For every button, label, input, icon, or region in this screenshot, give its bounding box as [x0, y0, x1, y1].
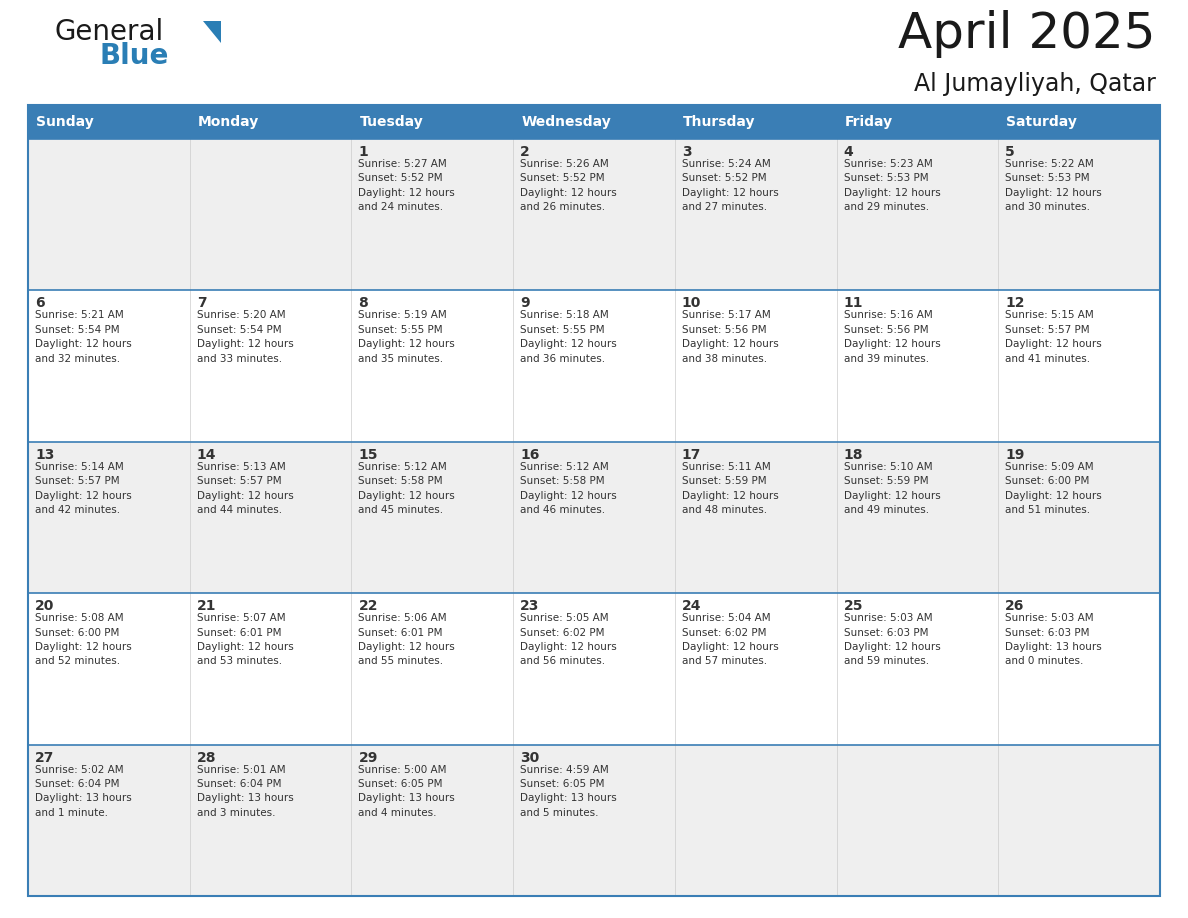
Text: Sunrise: 5:00 AM
Sunset: 6:05 PM
Daylight: 13 hours
and 4 minutes.: Sunrise: 5:00 AM Sunset: 6:05 PM Dayligh… [359, 765, 455, 818]
Text: 5: 5 [1005, 145, 1015, 159]
Text: 30: 30 [520, 751, 539, 765]
Text: 24: 24 [682, 599, 701, 613]
Bar [29, 139, 1159, 290]
Text: Sunrise: 5:03 AM
Sunset: 6:03 PM
Daylight: 12 hours
and 59 minutes.: Sunrise: 5:03 AM Sunset: 6:03 PM Dayligh… [843, 613, 941, 666]
Text: Sunrise: 5:03 AM
Sunset: 6:03 PM
Daylight: 13 hours
and 0 minutes.: Sunrise: 5:03 AM Sunset: 6:03 PM Dayligh… [1005, 613, 1102, 666]
Text: 4: 4 [843, 145, 853, 159]
Text: 9: 9 [520, 297, 530, 310]
Text: 21: 21 [197, 599, 216, 613]
Text: Wednesday: Wednesday [522, 115, 611, 129]
Text: 19: 19 [1005, 448, 1025, 462]
Text: 20: 20 [34, 599, 55, 613]
Text: Thursday: Thursday [683, 115, 756, 129]
Text: 27: 27 [34, 751, 55, 765]
Bar [29, 105, 1159, 139]
Text: Sunrise: 5:11 AM
Sunset: 5:59 PM
Daylight: 12 hours
and 48 minutes.: Sunrise: 5:11 AM Sunset: 5:59 PM Dayligh… [682, 462, 778, 515]
Text: Sunrise: 5:09 AM
Sunset: 6:00 PM
Daylight: 12 hours
and 51 minutes.: Sunrise: 5:09 AM Sunset: 6:00 PM Dayligh… [1005, 462, 1102, 515]
Text: Sunrise: 5:10 AM
Sunset: 5:59 PM
Daylight: 12 hours
and 49 minutes.: Sunrise: 5:10 AM Sunset: 5:59 PM Dayligh… [843, 462, 941, 515]
Text: Saturday: Saturday [1006, 115, 1078, 129]
Text: 28: 28 [197, 751, 216, 765]
Text: Sunday: Sunday [36, 115, 94, 129]
Text: 14: 14 [197, 448, 216, 462]
Text: Blue: Blue [100, 42, 170, 70]
Bar [29, 290, 1159, 442]
Text: 25: 25 [843, 599, 862, 613]
Bar [29, 105, 1159, 896]
Text: Sunrise: 5:24 AM
Sunset: 5:52 PM
Daylight: 12 hours
and 27 minutes.: Sunrise: 5:24 AM Sunset: 5:52 PM Dayligh… [682, 159, 778, 212]
Text: 3: 3 [682, 145, 691, 159]
Text: Sunrise: 5:20 AM
Sunset: 5:54 PM
Daylight: 12 hours
and 33 minutes.: Sunrise: 5:20 AM Sunset: 5:54 PM Dayligh… [197, 310, 293, 364]
Text: Sunrise: 5:27 AM
Sunset: 5:52 PM
Daylight: 12 hours
and 24 minutes.: Sunrise: 5:27 AM Sunset: 5:52 PM Dayligh… [359, 159, 455, 212]
Text: 6: 6 [34, 297, 45, 310]
Text: Al Jumayliyah, Qatar: Al Jumayliyah, Qatar [914, 72, 1156, 96]
Text: Sunrise: 5:26 AM
Sunset: 5:52 PM
Daylight: 12 hours
and 26 minutes.: Sunrise: 5:26 AM Sunset: 5:52 PM Dayligh… [520, 159, 617, 212]
Text: Sunrise: 5:12 AM
Sunset: 5:58 PM
Daylight: 12 hours
and 46 minutes.: Sunrise: 5:12 AM Sunset: 5:58 PM Dayligh… [520, 462, 617, 515]
Text: Sunrise: 5:15 AM
Sunset: 5:57 PM
Daylight: 12 hours
and 41 minutes.: Sunrise: 5:15 AM Sunset: 5:57 PM Dayligh… [1005, 310, 1102, 364]
Text: Sunrise: 5:13 AM
Sunset: 5:57 PM
Daylight: 12 hours
and 44 minutes.: Sunrise: 5:13 AM Sunset: 5:57 PM Dayligh… [197, 462, 293, 515]
Text: Sunrise: 5:04 AM
Sunset: 6:02 PM
Daylight: 12 hours
and 57 minutes.: Sunrise: 5:04 AM Sunset: 6:02 PM Dayligh… [682, 613, 778, 666]
Text: Sunrise: 5:07 AM
Sunset: 6:01 PM
Daylight: 12 hours
and 53 minutes.: Sunrise: 5:07 AM Sunset: 6:01 PM Dayligh… [197, 613, 293, 666]
Text: 15: 15 [359, 448, 378, 462]
Text: 11: 11 [843, 297, 862, 310]
Text: Sunrise: 5:06 AM
Sunset: 6:01 PM
Daylight: 12 hours
and 55 minutes.: Sunrise: 5:06 AM Sunset: 6:01 PM Dayligh… [359, 613, 455, 666]
Text: Sunrise: 5:18 AM
Sunset: 5:55 PM
Daylight: 12 hours
and 36 minutes.: Sunrise: 5:18 AM Sunset: 5:55 PM Dayligh… [520, 310, 617, 364]
Text: 7: 7 [197, 297, 207, 310]
Text: Sunrise: 5:21 AM
Sunset: 5:54 PM
Daylight: 12 hours
and 32 minutes.: Sunrise: 5:21 AM Sunset: 5:54 PM Dayligh… [34, 310, 132, 364]
Text: Sunrise: 4:59 AM
Sunset: 6:05 PM
Daylight: 13 hours
and 5 minutes.: Sunrise: 4:59 AM Sunset: 6:05 PM Dayligh… [520, 765, 617, 818]
Text: 17: 17 [682, 448, 701, 462]
Text: 23: 23 [520, 599, 539, 613]
Text: 12: 12 [1005, 297, 1025, 310]
Text: Sunrise: 5:19 AM
Sunset: 5:55 PM
Daylight: 12 hours
and 35 minutes.: Sunrise: 5:19 AM Sunset: 5:55 PM Dayligh… [359, 310, 455, 364]
Text: Monday: Monday [197, 115, 259, 129]
Bar [29, 442, 1159, 593]
Text: 2: 2 [520, 145, 530, 159]
Text: 13: 13 [34, 448, 55, 462]
Text: Sunrise: 5:22 AM
Sunset: 5:53 PM
Daylight: 12 hours
and 30 minutes.: Sunrise: 5:22 AM Sunset: 5:53 PM Dayligh… [1005, 159, 1102, 212]
Text: April 2025: April 2025 [898, 10, 1156, 58]
Text: Sunrise: 5:16 AM
Sunset: 5:56 PM
Daylight: 12 hours
and 39 minutes.: Sunrise: 5:16 AM Sunset: 5:56 PM Dayligh… [843, 310, 941, 364]
Text: Sunrise: 5:02 AM
Sunset: 6:04 PM
Daylight: 13 hours
and 1 minute.: Sunrise: 5:02 AM Sunset: 6:04 PM Dayligh… [34, 765, 132, 818]
Text: Sunrise: 5:17 AM
Sunset: 5:56 PM
Daylight: 12 hours
and 38 minutes.: Sunrise: 5:17 AM Sunset: 5:56 PM Dayligh… [682, 310, 778, 364]
Polygon shape [203, 21, 221, 43]
Text: 18: 18 [843, 448, 862, 462]
Text: 22: 22 [359, 599, 378, 613]
Bar [29, 593, 1159, 744]
Text: Tuesday: Tuesday [360, 115, 423, 129]
Text: Sunrise: 5:08 AM
Sunset: 6:00 PM
Daylight: 12 hours
and 52 minutes.: Sunrise: 5:08 AM Sunset: 6:00 PM Dayligh… [34, 613, 132, 666]
Text: Sunrise: 5:01 AM
Sunset: 6:04 PM
Daylight: 13 hours
and 3 minutes.: Sunrise: 5:01 AM Sunset: 6:04 PM Dayligh… [197, 765, 293, 818]
Text: 26: 26 [1005, 599, 1025, 613]
Text: 16: 16 [520, 448, 539, 462]
Text: Sunrise: 5:14 AM
Sunset: 5:57 PM
Daylight: 12 hours
and 42 minutes.: Sunrise: 5:14 AM Sunset: 5:57 PM Dayligh… [34, 462, 132, 515]
Bar [29, 744, 1159, 896]
Text: 1: 1 [359, 145, 368, 159]
Text: 10: 10 [682, 297, 701, 310]
Text: 8: 8 [359, 297, 368, 310]
Text: Sunrise: 5:12 AM
Sunset: 5:58 PM
Daylight: 12 hours
and 45 minutes.: Sunrise: 5:12 AM Sunset: 5:58 PM Dayligh… [359, 462, 455, 515]
Text: General: General [55, 18, 164, 46]
Text: Friday: Friday [845, 115, 892, 129]
Text: Sunrise: 5:23 AM
Sunset: 5:53 PM
Daylight: 12 hours
and 29 minutes.: Sunrise: 5:23 AM Sunset: 5:53 PM Dayligh… [843, 159, 941, 212]
Text: Sunrise: 5:05 AM
Sunset: 6:02 PM
Daylight: 12 hours
and 56 minutes.: Sunrise: 5:05 AM Sunset: 6:02 PM Dayligh… [520, 613, 617, 666]
Text: 29: 29 [359, 751, 378, 765]
